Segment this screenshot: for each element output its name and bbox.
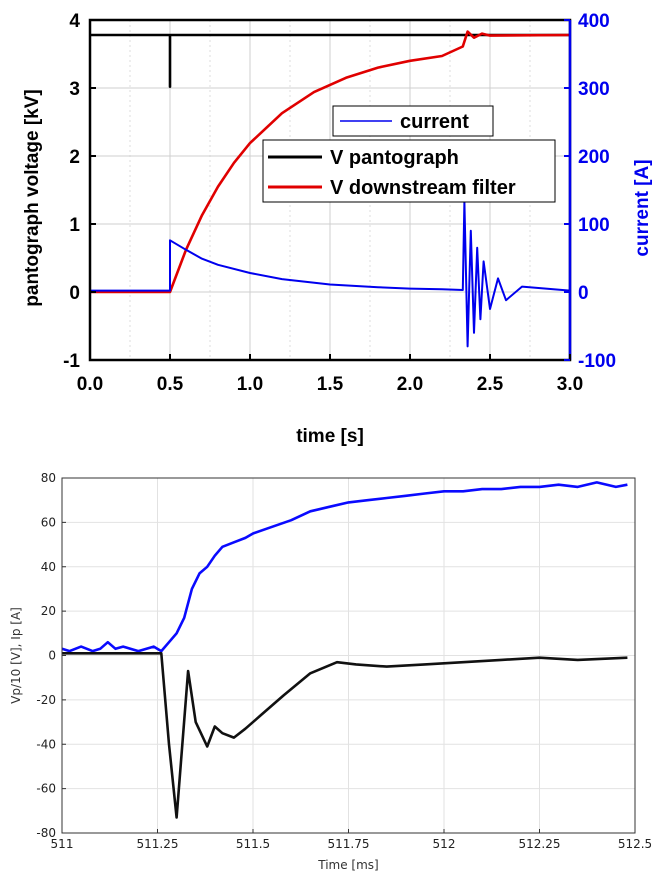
y-left-tick-label: 1	[69, 215, 80, 236]
voltage-current-chart: 0.0 0.5 1.0 1.5 2.0 2.5 3.0 -1 0 1 2 3 4 -100 0 100 200 3…	[22, 11, 653, 447]
chart1-legend: current V pantograph V downstream filter	[262, 105, 556, 203]
y-tick-label: 20	[41, 604, 56, 618]
legend-current-label: current	[400, 111, 469, 133]
x-tick-label: 512.25	[519, 837, 561, 851]
legend-v-downstream-label: V downstream filter	[330, 177, 516, 199]
x-tick-label: 511.5	[236, 837, 270, 851]
x-tick-label: 511.25	[137, 837, 179, 851]
chart2-ticks: 511 511.25 511.5 511.75 512 512.25 512.5 -80 -60…	[36, 471, 652, 851]
chart2-y-axis-label: Vp/10 [V], Ip [A]	[9, 607, 23, 704]
y-left-tick-label: 0	[69, 283, 80, 304]
y-right-tick-label: 200	[578, 147, 610, 168]
series-line-current	[90, 200, 571, 348]
y-left-tick-label: 3	[69, 79, 80, 100]
y-right-tick-label: 100	[578, 215, 610, 236]
series-line-v-pantograph	[90, 33, 570, 88]
y-tick-label: 80	[41, 471, 56, 485]
chart1-right-axis-label: current [A]	[632, 159, 653, 256]
x-tick-label: 511	[51, 837, 74, 851]
chart1-x-axis-label: time [s]	[296, 426, 364, 447]
y-left-tick-label: -1	[63, 351, 80, 372]
chart2-series	[61, 481, 628, 819]
y-tick-label: -60	[36, 782, 56, 796]
y-right-tick-label: 400	[578, 11, 610, 32]
y-tick-label: -80	[36, 826, 56, 840]
x-tick-label: 512.5	[618, 837, 652, 851]
y-tick-label: 40	[41, 560, 56, 574]
chart2-grid	[62, 478, 635, 833]
x-tick-label: 512	[433, 837, 456, 851]
series-line-v-downstream-filter	[90, 30, 571, 294]
x-tick-label: 1.5	[317, 374, 344, 395]
x-tick-label: 0.0	[77, 374, 103, 395]
y-tick-label: -40	[36, 737, 56, 751]
x-tick-label: 3.0	[557, 374, 583, 395]
x-tick-label: 1.0	[237, 374, 263, 395]
x-tick-label: 511.75	[328, 837, 370, 851]
chart1-series	[90, 30, 571, 348]
series-line-blue	[61, 481, 628, 653]
x-tick-label: 0.5	[157, 374, 184, 395]
x-tick-label: 2.5	[477, 374, 504, 395]
y-tick-label: -20	[36, 693, 56, 707]
y-left-tick-label: 2	[69, 147, 80, 168]
transient-zoom-chart: 511 511.25 511.5 511.75 512 512.25 512.5 -80 -60…	[9, 471, 652, 872]
legend-voltage-box	[262, 139, 556, 203]
y-tick-label: 60	[41, 515, 56, 529]
y-tick-label: 0	[48, 649, 56, 663]
x-tick-label: 2.0	[397, 374, 423, 395]
chart2-x-axis-label: Time [ms]	[317, 858, 379, 872]
y-left-tick-label: 4	[69, 11, 80, 32]
series-line-black	[62, 651, 628, 819]
chart1-left-axis-label: pantograph voltage [kV]	[22, 89, 43, 306]
chart1-ticks: 0.0 0.5 1.0 1.5 2.0 2.5 3.0 -1 0 1 2 3 4 -100 0 100 200 3…	[63, 11, 616, 395]
y-right-tick-label: 300	[578, 79, 610, 100]
y-right-tick-label: 0	[578, 283, 589, 304]
legend-v-pantograph-label: V pantograph	[330, 147, 459, 169]
y-right-tick-label: -100	[578, 351, 616, 372]
